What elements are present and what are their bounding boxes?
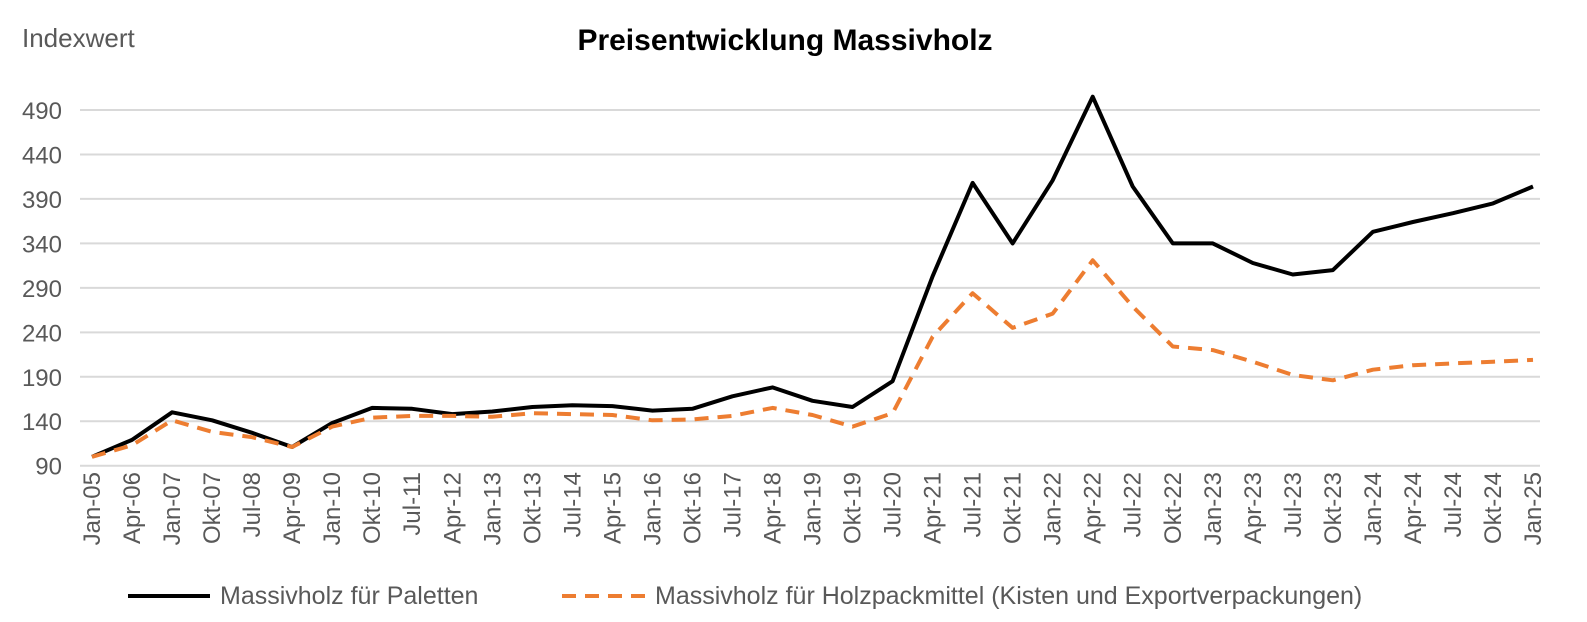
x-tick-label: Jan-05 (79, 472, 106, 545)
x-tick-label: Jul-08 (239, 472, 266, 537)
y-tick-label: 140 (22, 409, 62, 436)
x-tick-label: Apr-06 (119, 472, 146, 544)
x-tick-label: Jan-24 (1360, 472, 1387, 545)
series-line-0 (91, 94, 1534, 459)
y-tick-label: 440 (22, 142, 62, 169)
x-tick-label: Jan-10 (319, 472, 346, 545)
x-tick-label: Jul-14 (559, 472, 586, 537)
x-tick-label: Jan-23 (1200, 472, 1227, 545)
x-tick-label: Jan-16 (639, 472, 666, 545)
x-tick-label: Okt-10 (359, 472, 386, 544)
legend-label-paletten: Massivholz für Paletten (220, 582, 478, 610)
y-axis-label: Indexwert (22, 23, 135, 53)
x-tick-label: Jan-07 (159, 472, 186, 545)
y-tick-label: 240 (22, 320, 62, 347)
series-lines (91, 94, 1534, 459)
x-tick-label: Apr-18 (759, 472, 786, 544)
x-tick-label: Apr-12 (439, 472, 466, 544)
legend-label-holzpackmittel: Massivholz für Holzpackmittel (Kisten un… (655, 582, 1362, 610)
x-tick-label: Apr-15 (599, 472, 626, 544)
x-axis-ticks: Jan-05 Apr-06 Jan-07 Okt-07 Jul-08 Apr-09 Jan-… (79, 472, 1547, 545)
y-tick-label: 490 (22, 98, 62, 125)
x-tick-label: Jul-17 (719, 472, 746, 537)
x-tick-label: Apr-09 (279, 472, 306, 544)
x-tick-label: Okt-22 (1160, 472, 1187, 544)
x-tick-label: Jan-19 (800, 472, 827, 545)
x-tick-label: Okt-23 (1320, 472, 1347, 544)
x-tick-label: Okt-24 (1480, 472, 1507, 544)
x-tick-label: Apr-24 (1400, 472, 1427, 544)
y-tick-label: 190 (22, 365, 62, 392)
x-tick-label: Jan-13 (479, 472, 506, 545)
x-tick-label: Okt-21 (1000, 472, 1027, 544)
x-tick-label: Jul-20 (880, 472, 907, 537)
x-tick-label: Jul-24 (1440, 472, 1467, 537)
y-tick-label: 290 (22, 276, 62, 303)
y-tick-label: 340 (22, 231, 62, 258)
gridlines (80, 109, 1540, 467)
x-tick-label: Jul-22 (1120, 472, 1147, 537)
x-tick-label: Apr-21 (920, 472, 947, 544)
x-tick-label: Okt-07 (199, 472, 226, 544)
x-tick-label: Okt-13 (519, 472, 546, 544)
x-tick-label: Jul-21 (960, 472, 987, 537)
x-tick-label: Jan-22 (1040, 472, 1067, 545)
chart-title: Preisentwicklung Massivholz (577, 24, 992, 57)
x-tick-label: Okt-16 (679, 472, 706, 544)
y-tick-label: 390 (22, 187, 62, 214)
legend: Massivholz für Paletten Massivholz für H… (128, 582, 1362, 610)
x-tick-label: Jan-25 (1520, 472, 1547, 545)
x-tick-label: Apr-22 (1080, 472, 1107, 544)
x-tick-label: Jul-23 (1280, 472, 1307, 537)
y-axis-ticks: 90 140 190 240 290 340 390 440 490 (22, 98, 62, 481)
series-line-1 (91, 258, 1534, 459)
x-tick-label: Apr-23 (1240, 472, 1267, 544)
x-tick-label: Okt-19 (840, 472, 867, 544)
y-tick-label: 90 (35, 454, 62, 481)
x-tick-label: Jul-11 (399, 472, 426, 536)
